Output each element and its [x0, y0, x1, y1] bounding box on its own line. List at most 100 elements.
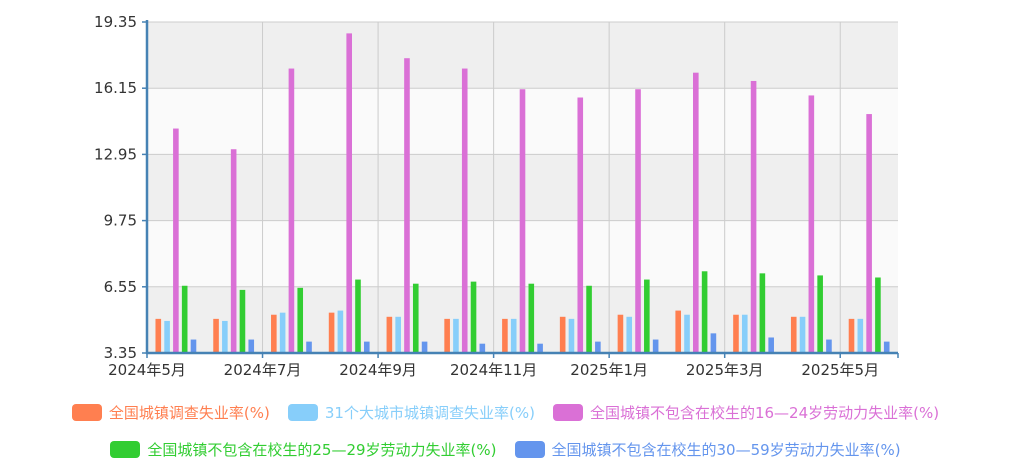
bar — [181, 285, 188, 353]
axes — [142, 20, 899, 358]
bar — [271, 314, 277, 353]
legend-item[interactable]: 全国城镇不包含在校生的16—24岁劳动力失业率(%) — [552, 402, 940, 423]
legend-swatch — [71, 404, 102, 421]
bar — [355, 279, 361, 353]
bar — [346, 33, 352, 354]
bar — [421, 341, 428, 353]
legend-item[interactable]: 31个大城市城镇调查失业率(%) — [287, 402, 535, 423]
bar — [412, 283, 419, 353]
bar — [848, 318, 855, 353]
bar — [297, 287, 304, 353]
bar — [213, 318, 219, 353]
legend-swatch — [110, 441, 141, 458]
bar — [453, 318, 459, 353]
bar — [768, 337, 774, 353]
bar — [741, 314, 748, 353]
bar — [239, 289, 246, 353]
bar — [568, 318, 575, 353]
x-tick-label: 2024年11月 — [450, 361, 537, 379]
bar — [279, 312, 286, 353]
bar — [470, 281, 477, 353]
bar — [675, 310, 682, 353]
bars — [155, 33, 890, 354]
bar — [537, 343, 543, 353]
bar — [230, 149, 237, 353]
legend-row-1: 全国城镇调查失业率(%) 31个大城市城镇调查失业率(%) 全国城镇不包含在校生… — [0, 402, 1011, 423]
y-tick-label: 6.55 — [104, 278, 137, 296]
bar — [164, 320, 170, 353]
legend-swatch — [552, 404, 583, 421]
bar — [479, 343, 486, 353]
bar — [528, 283, 535, 353]
bar — [808, 95, 815, 354]
bar — [190, 339, 197, 353]
x-tick-label: 2024年7月 — [224, 361, 302, 379]
bar — [817, 275, 823, 353]
bar — [826, 339, 832, 353]
bar — [306, 341, 312, 353]
bar — [693, 72, 699, 353]
y-tick-label: 9.75 — [104, 212, 137, 230]
bar — [363, 341, 370, 353]
legend-swatch — [514, 441, 545, 458]
y-tick-label: 16.15 — [94, 79, 137, 97]
legend-row-2: 全国城镇不包含在校生的25—29岁劳动力失业率(%) 全国城镇不包含在校生的30… — [0, 439, 1011, 460]
x-tick-label: 2025年1月 — [570, 361, 648, 379]
bar — [799, 316, 806, 353]
bar — [857, 318, 864, 353]
bar — [586, 285, 592, 353]
bar — [617, 314, 624, 353]
y-tick-label: 3.35 — [104, 344, 137, 362]
plot-band — [147, 22, 898, 89]
bar — [652, 339, 659, 353]
x-axis-ticks: 2024年5月 2024年7月 2024年9月 2024年11月 2025年1月 2025… — [108, 361, 879, 379]
bar — [386, 316, 393, 353]
legend-item[interactable]: 全国城镇不包含在校生的25—29岁劳动力失业率(%) — [110, 439, 497, 460]
bar — [710, 333, 717, 353]
legend-label: 全国城镇不包含在校生的25—29岁劳动力失业率(%) — [147, 441, 497, 459]
bar — [288, 68, 295, 353]
bar — [559, 316, 566, 353]
bar — [626, 316, 633, 353]
bar — [248, 339, 255, 353]
legend-item[interactable]: 全国城镇调查失业率(%) — [71, 402, 270, 423]
x-tick-label: 2024年5月 — [108, 361, 186, 379]
y-tick-label: 19.35 — [94, 13, 137, 31]
bar — [759, 273, 766, 353]
bar — [173, 128, 179, 353]
bar — [155, 318, 162, 353]
bar — [510, 318, 517, 353]
legend-label: 全国城镇不包含在校生的16—24岁劳动力失业率(%) — [589, 404, 940, 422]
bar — [684, 314, 690, 353]
legend-label: 全国城镇不包含在校生的30—59岁劳动力失业率(%) — [551, 441, 901, 459]
bar — [577, 97, 584, 354]
x-tick-label: 2025年5月 — [801, 361, 879, 379]
y-tick-label: 12.95 — [94, 145, 137, 163]
bar — [883, 341, 890, 353]
legend-label: 31个大城市城镇调查失业率(%) — [324, 404, 535, 422]
bar — [644, 279, 650, 353]
bar — [461, 68, 468, 353]
legend-label: 全国城镇调查失业率(%) — [108, 404, 270, 422]
x-tick-label: 2025年3月 — [686, 361, 764, 379]
bar — [595, 341, 601, 353]
bar — [701, 271, 708, 353]
legend-item[interactable]: 全国城镇不包含在校生的30—59岁劳动力失业率(%) — [514, 439, 901, 460]
bar — [866, 114, 872, 353]
bar — [733, 314, 739, 353]
bar — [337, 310, 344, 353]
y-axis-ticks: 3.35 6.55 9.75 12.95 16.15 19.35 — [94, 13, 137, 362]
bar — [222, 320, 228, 353]
bar — [519, 89, 526, 353]
bar — [404, 58, 410, 353]
bar — [790, 316, 797, 353]
bar — [875, 277, 881, 353]
x-tick-label: 2024年9月 — [339, 361, 417, 379]
bar — [502, 318, 508, 353]
bar — [750, 80, 757, 353]
bar — [328, 312, 335, 353]
bar — [395, 316, 401, 353]
bar — [635, 89, 641, 353]
legend-swatch — [287, 404, 318, 421]
